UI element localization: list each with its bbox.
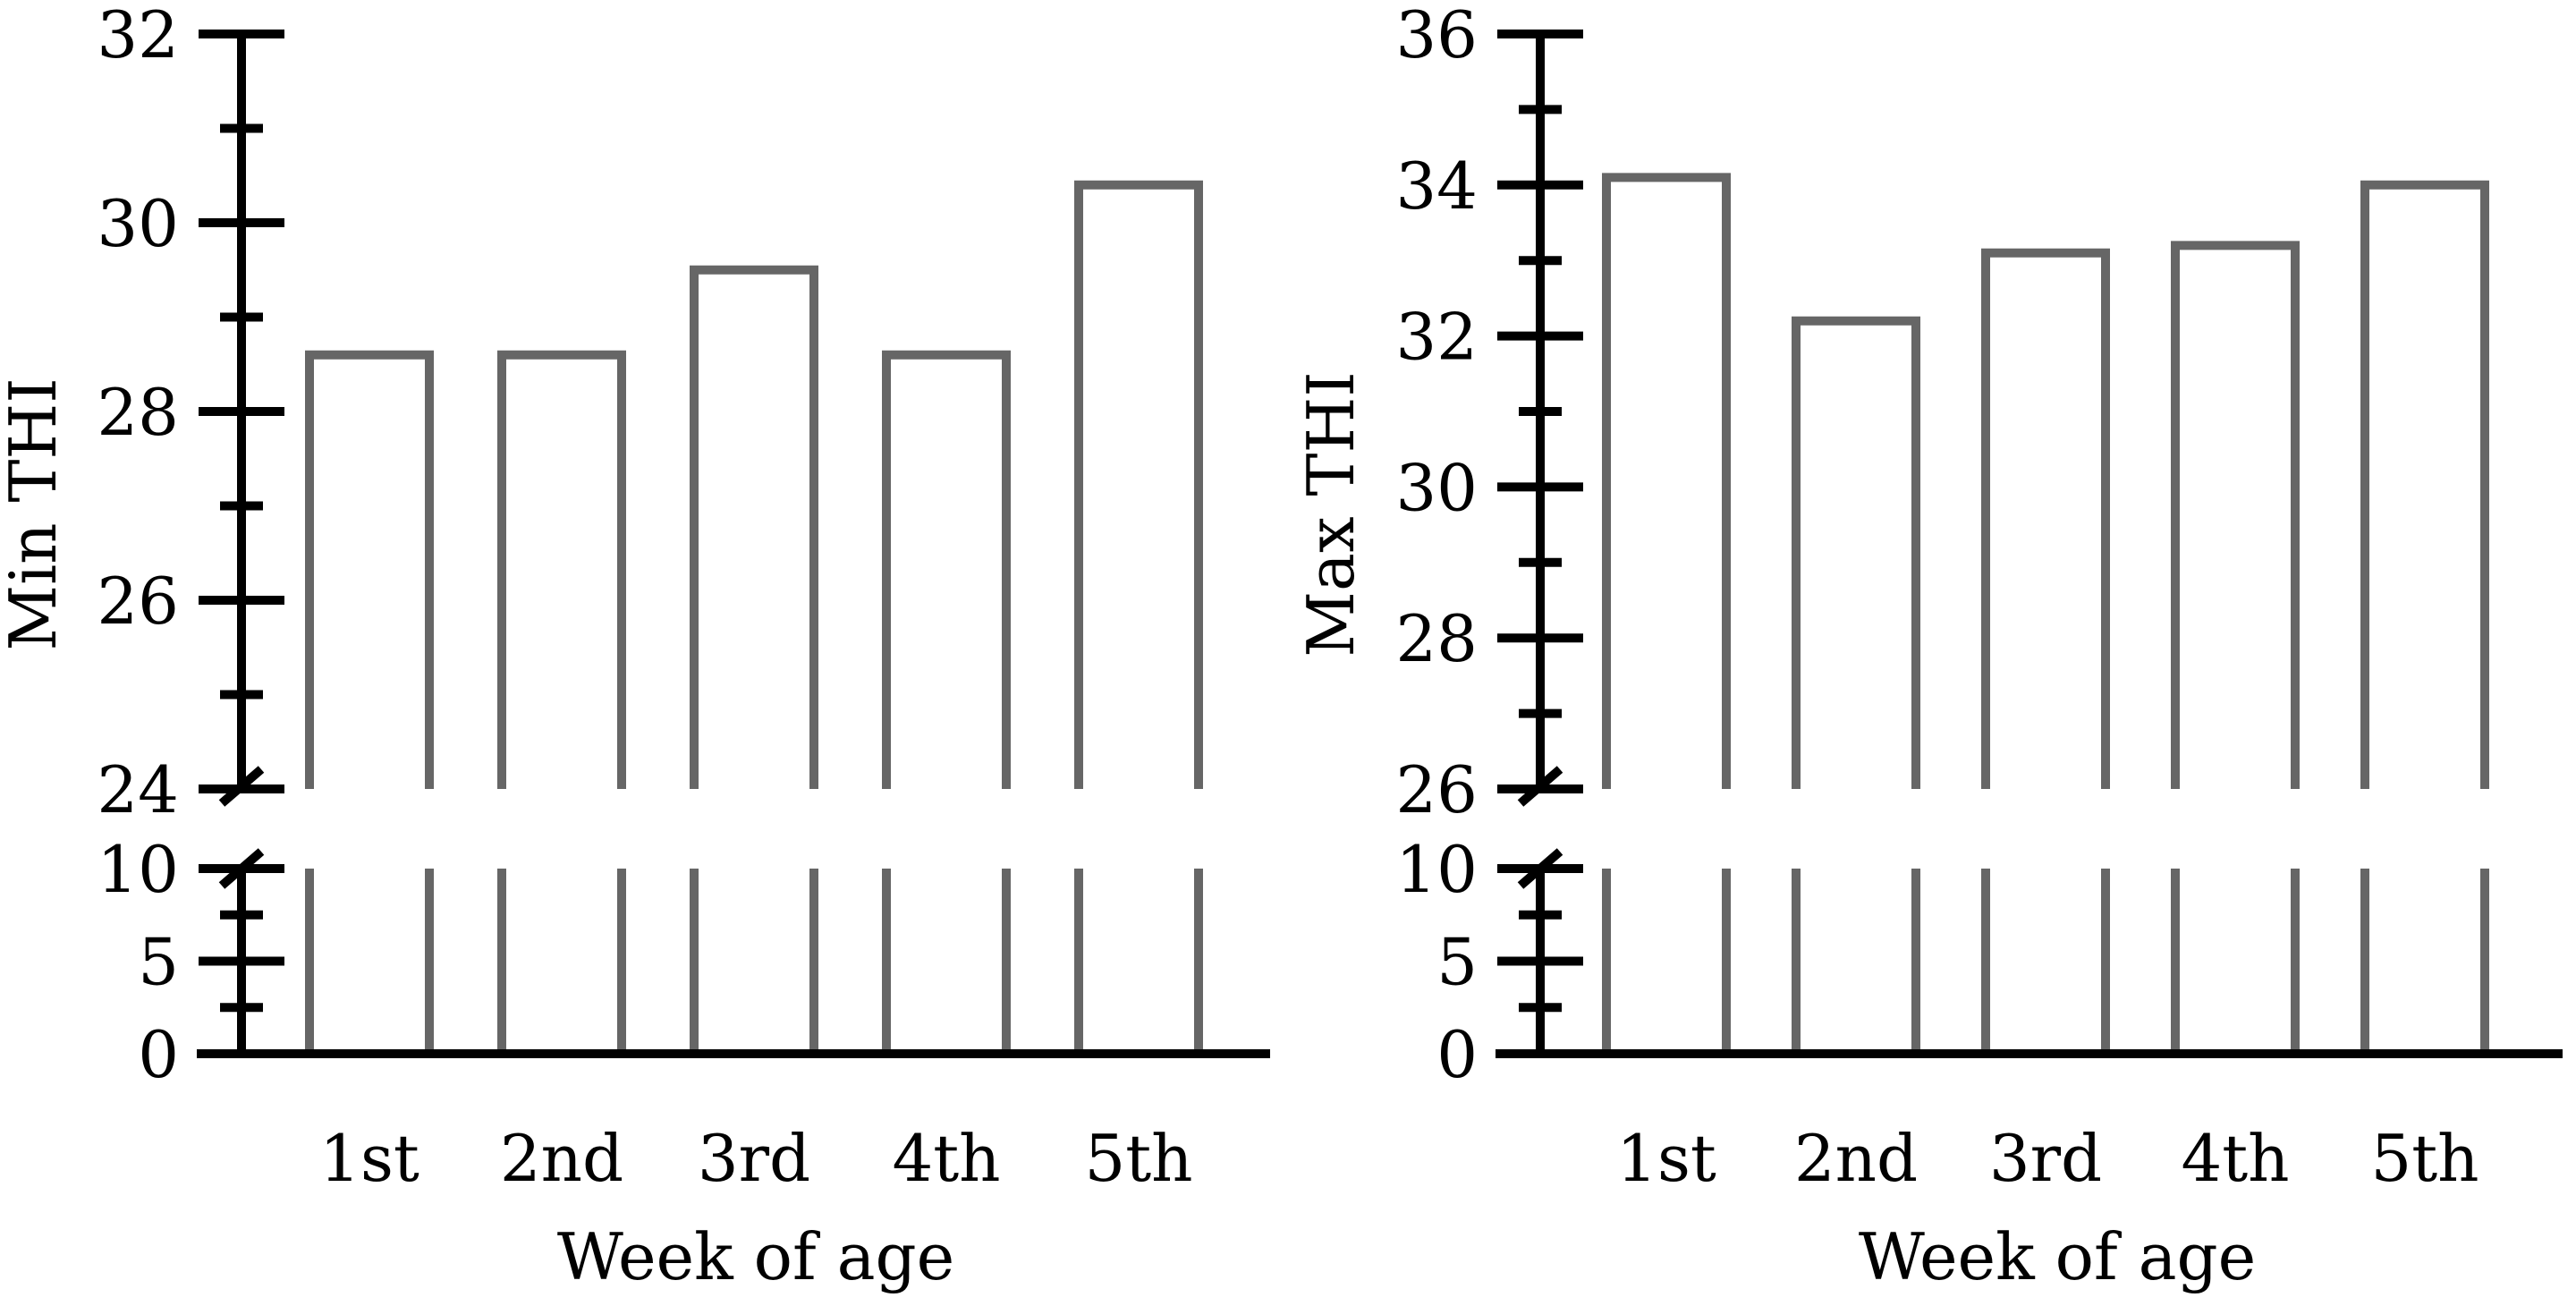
bar-3rd — [1981, 248, 2110, 789]
bar-5th — [1074, 180, 1203, 789]
y-tick-label: 10 — [1395, 832, 1478, 907]
x-tick-label: 2nd — [500, 1121, 623, 1196]
x-tick-label: 1st — [319, 1121, 419, 1196]
y-tick-label: 26 — [1395, 752, 1478, 827]
min-thi-chart: 1st 2nd 3rd 4th 5th 24 26 28 30 32 0 5 10 Min THI Week… — [0, 0, 1270, 1294]
y-tick-label: 5 — [1436, 925, 1478, 1000]
bar-1st — [1602, 173, 1731, 789]
max-thi-chart: 1st 2nd 3rd 4th 5th 26 28 30 32 34 36 0 5 10 Max THI We… — [1293, 0, 2563, 1294]
y-tick-label: 36 — [1395, 0, 1478, 72]
bar-2nd — [497, 350, 626, 789]
y-tick-label: 30 — [97, 186, 179, 261]
y-axis-title: Max THI — [1293, 371, 1368, 657]
x-tick-label: 4th — [2181, 1121, 2289, 1196]
bar-5th — [2360, 180, 2489, 789]
y-tick-label: 5 — [138, 925, 179, 1000]
x-tick-label: 1st — [1616, 1121, 1716, 1196]
x-tick-label: 3rd — [698, 1121, 810, 1196]
y-tick-label: 28 — [97, 375, 179, 450]
x-axis-title: Week of age — [557, 1219, 954, 1294]
bar-4th — [882, 350, 1011, 789]
y-tick-label: 26 — [97, 564, 179, 639]
x-tick-label: 2nd — [1794, 1121, 1918, 1196]
y-tick-label: 32 — [1395, 300, 1478, 375]
y-tick-label: 30 — [1395, 450, 1478, 525]
x-tick-label: 4th — [892, 1121, 1000, 1196]
x-tick-label: 3rd — [1989, 1121, 2102, 1196]
y-tick-label: 0 — [1436, 1017, 1478, 1092]
x-tick-label: 5th — [2370, 1121, 2479, 1196]
bar-4th — [2171, 241, 2300, 789]
bar-3rd — [690, 265, 818, 789]
y-tick-label: 32 — [97, 0, 179, 72]
y-tick-label: 10 — [97, 832, 179, 907]
bar-2nd — [1792, 316, 1920, 789]
y-axis-title: Min THI — [0, 377, 71, 650]
x-tick-label: 5th — [1084, 1121, 1192, 1196]
y-tick-label: 0 — [138, 1017, 179, 1092]
bar-1st — [305, 350, 434, 789]
x-axis-title: Week of age — [1859, 1219, 2256, 1294]
y-tick-label: 24 — [97, 752, 179, 827]
y-tick-label: 28 — [1395, 601, 1478, 676]
y-tick-label: 34 — [1395, 148, 1478, 224]
